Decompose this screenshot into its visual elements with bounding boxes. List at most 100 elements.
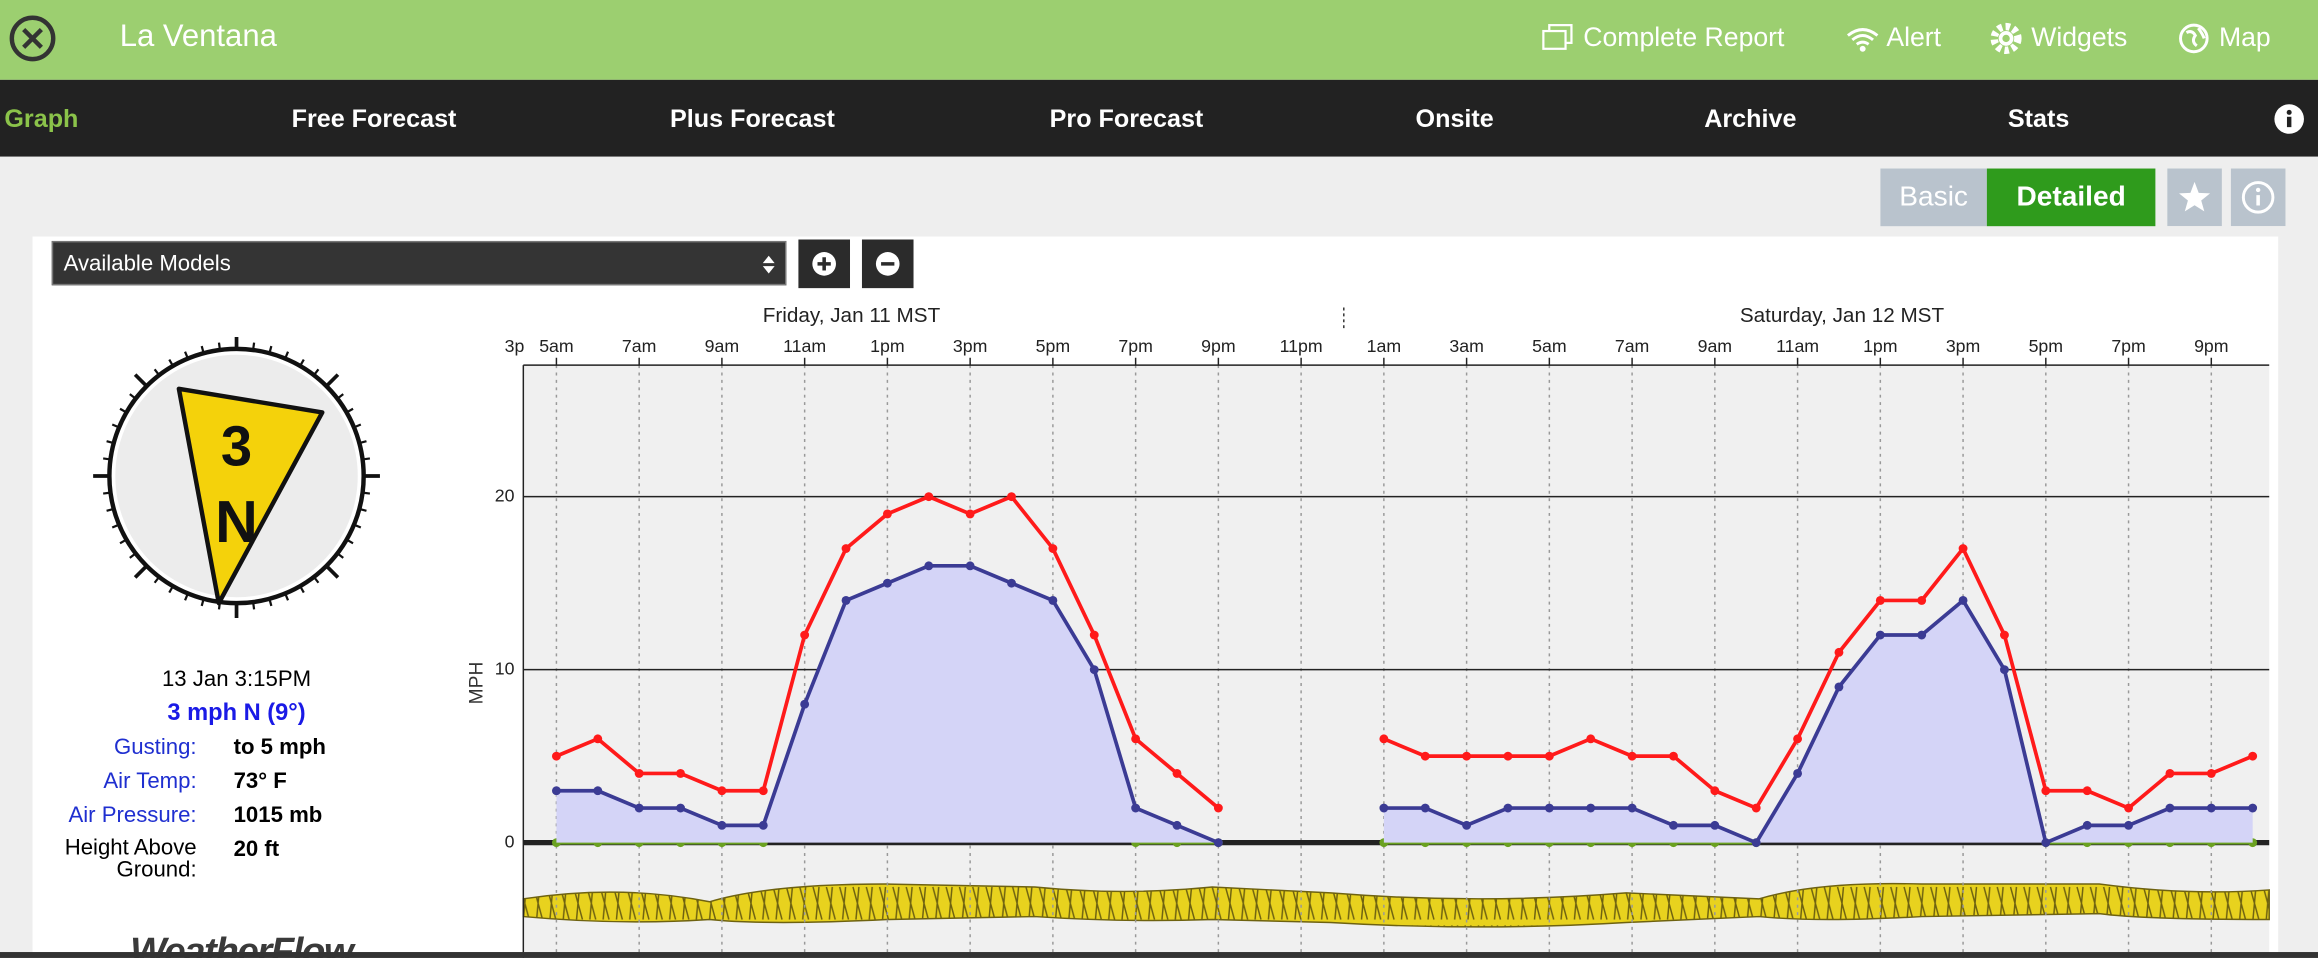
- series-point: [1917, 595, 1927, 605]
- series-point: [882, 578, 892, 588]
- x-tick-label: 11pm: [1280, 336, 1323, 356]
- obs-value: 20 ft: [233, 836, 280, 862]
- favorite-button[interactable]: [2167, 168, 2222, 227]
- series-point: [1379, 803, 1389, 813]
- x-tick-label: 9am: [1698, 336, 1732, 356]
- series-point: [882, 509, 892, 519]
- series-point: [1131, 803, 1141, 813]
- info-icon[interactable]: [2274, 103, 2305, 134]
- series-point: [800, 630, 810, 640]
- map-link[interactable]: Map: [2218, 22, 2271, 52]
- series-point: [758, 786, 768, 796]
- x-tick-label: 3pm: [953, 336, 987, 356]
- series-point: [2000, 665, 2009, 675]
- series-point: [1710, 786, 1720, 796]
- widgets-icon: [1990, 22, 2022, 54]
- bottom-edge: [0, 952, 2318, 958]
- series-point: [1958, 544, 1968, 553]
- station-title: La Ventana: [119, 19, 277, 54]
- series-point: [1958, 595, 1968, 605]
- series-point: [1669, 820, 1678, 830]
- series-point: [965, 561, 975, 571]
- basic-toggle[interactable]: Basic: [1880, 168, 1987, 227]
- series-layer: [551, 492, 2258, 848]
- x-tick-label: 7am: [1615, 336, 1649, 356]
- y-tick-label: 20: [495, 485, 515, 505]
- series-point: [593, 734, 603, 744]
- obs-value: to 5 mph: [233, 734, 326, 760]
- nav-tab[interactable]: Plus Forecast: [670, 104, 835, 134]
- series-point: [1503, 803, 1513, 813]
- series-point: [717, 786, 727, 796]
- series-point: [1007, 578, 1016, 588]
- x-tick-label: 3pm: [1946, 336, 1980, 356]
- model-select[interactable]: Available Models: [51, 240, 787, 286]
- series-point: [1544, 751, 1554, 761]
- series-point: [1793, 734, 1803, 744]
- series-point: [676, 769, 685, 778]
- y-axis-label: MPH: [467, 662, 488, 705]
- series-point: [2041, 838, 2051, 848]
- x-tick-label: 5am: [539, 336, 573, 356]
- obs-value: 73° F: [233, 768, 287, 794]
- series-point: [1586, 803, 1596, 813]
- series-point: [2124, 803, 2133, 813]
- series-point: [1544, 803, 1554, 813]
- series-point: [1089, 665, 1099, 675]
- series-point: [1007, 492, 1016, 502]
- series-point: [2165, 803, 2175, 813]
- x-tick-label: 7am: [622, 336, 656, 356]
- series-point: [1420, 751, 1430, 761]
- nav-tab[interactable]: Stats: [2007, 104, 2070, 134]
- series-point: [634, 803, 644, 813]
- header-bar: La Ventana Complete Report Alert Widgets…: [0, 0, 2318, 80]
- widgets-link[interactable]: Widgets: [2031, 22, 2128, 52]
- nav-tab[interactable]: Free Forecast: [291, 104, 457, 134]
- series-point: [1917, 630, 1927, 640]
- series-point: [2082, 786, 2092, 796]
- detailed-toggle[interactable]: Detailed: [1986, 168, 2156, 227]
- series-point: [1462, 820, 1472, 830]
- series-point: [1710, 820, 1720, 830]
- series-point: [1793, 769, 1803, 778]
- series-point: [2248, 803, 2258, 813]
- compass-direction: N: [215, 488, 258, 555]
- info-button[interactable]: [2230, 168, 2286, 227]
- series-point: [1751, 803, 1761, 813]
- x-tick-label: 9am: [705, 336, 739, 356]
- direction-strip: [522, 882, 2270, 928]
- nav-tab[interactable]: Onsite: [1415, 104, 1494, 134]
- obs-label: Air Temp:: [103, 768, 197, 794]
- series-point: [924, 561, 934, 571]
- select-text: Available Models: [63, 251, 231, 277]
- nav-tab[interactable]: Archive: [1704, 104, 1797, 134]
- series-point: [1503, 751, 1513, 761]
- x-tick-label: 1pm: [1863, 336, 1897, 356]
- obs-label: Gusting:: [114, 734, 197, 760]
- series-point: [717, 820, 727, 830]
- series-point: [1048, 544, 1058, 553]
- add-model-button[interactable]: [798, 239, 851, 289]
- complete-report-link[interactable]: Complete Report: [1583, 22, 1785, 52]
- close-button[interactable]: [7, 13, 57, 63]
- alert-link[interactable]: Alert: [1886, 22, 1942, 52]
- compass: 3 N: [93, 337, 380, 618]
- series-point: [1462, 751, 1472, 761]
- nav-tab[interactable]: Graph: [4, 104, 79, 134]
- series-point: [1875, 595, 1885, 605]
- series-point: [1420, 803, 1430, 813]
- series-point: [1131, 734, 1141, 744]
- series-point: [2165, 769, 2175, 778]
- nav-tab[interactable]: Pro Forecast: [1049, 104, 1204, 134]
- obs-label: Height Above Ground:: [64, 835, 197, 883]
- select-arrows: [762, 255, 775, 274]
- report-icon: [1542, 24, 1573, 50]
- series-point: [924, 492, 934, 502]
- series-point: [1834, 647, 1844, 657]
- remove-model-button[interactable]: [861, 239, 914, 289]
- series-point: [1379, 734, 1389, 744]
- x-tick-label: 5pm: [1036, 336, 1070, 356]
